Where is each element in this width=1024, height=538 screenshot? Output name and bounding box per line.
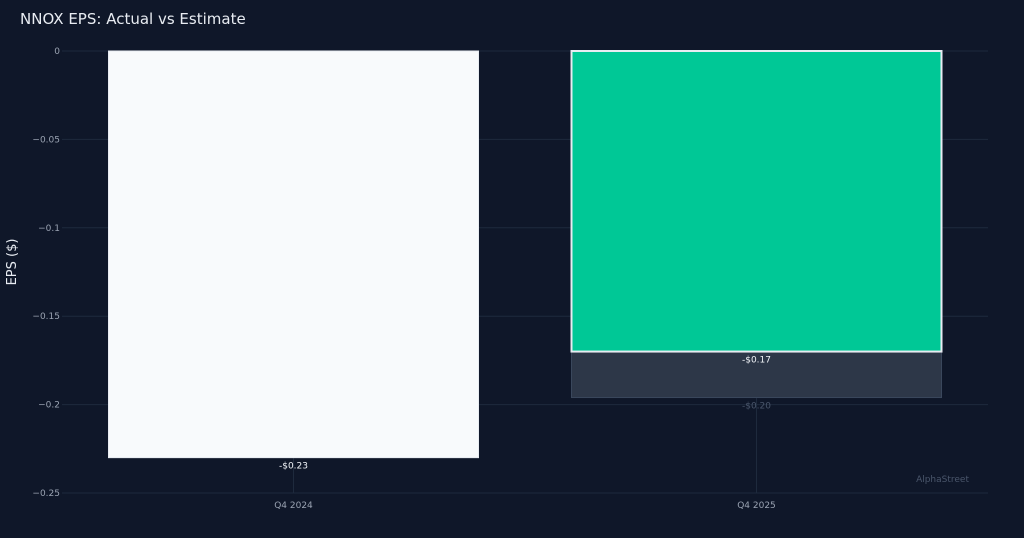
actual-label: -$0.23 bbox=[279, 462, 308, 472]
y-tick-label: −0.15 bbox=[32, 312, 60, 322]
actual-bar bbox=[108, 50, 479, 459]
chart-title: NNOX EPS: Actual vs Estimate bbox=[20, 10, 246, 28]
estimate-label: -$0.20 bbox=[742, 402, 771, 412]
y-tick-label: 0 bbox=[54, 47, 60, 57]
x-tick-label: Q4 2024 bbox=[274, 501, 313, 511]
actual-bar bbox=[570, 50, 943, 353]
y-tick-label: −0.2 bbox=[38, 401, 60, 411]
y-tick-label: −0.05 bbox=[32, 135, 60, 145]
y-axis-label: EPS ($) bbox=[5, 239, 20, 286]
actual-label: -$0.17 bbox=[742, 356, 771, 366]
x-tick-label: Q4 2025 bbox=[737, 501, 776, 511]
y-tick-label: −0.25 bbox=[32, 489, 60, 499]
watermark: AlphaStreet bbox=[916, 475, 969, 485]
y-tick-label: −0.1 bbox=[38, 224, 60, 234]
